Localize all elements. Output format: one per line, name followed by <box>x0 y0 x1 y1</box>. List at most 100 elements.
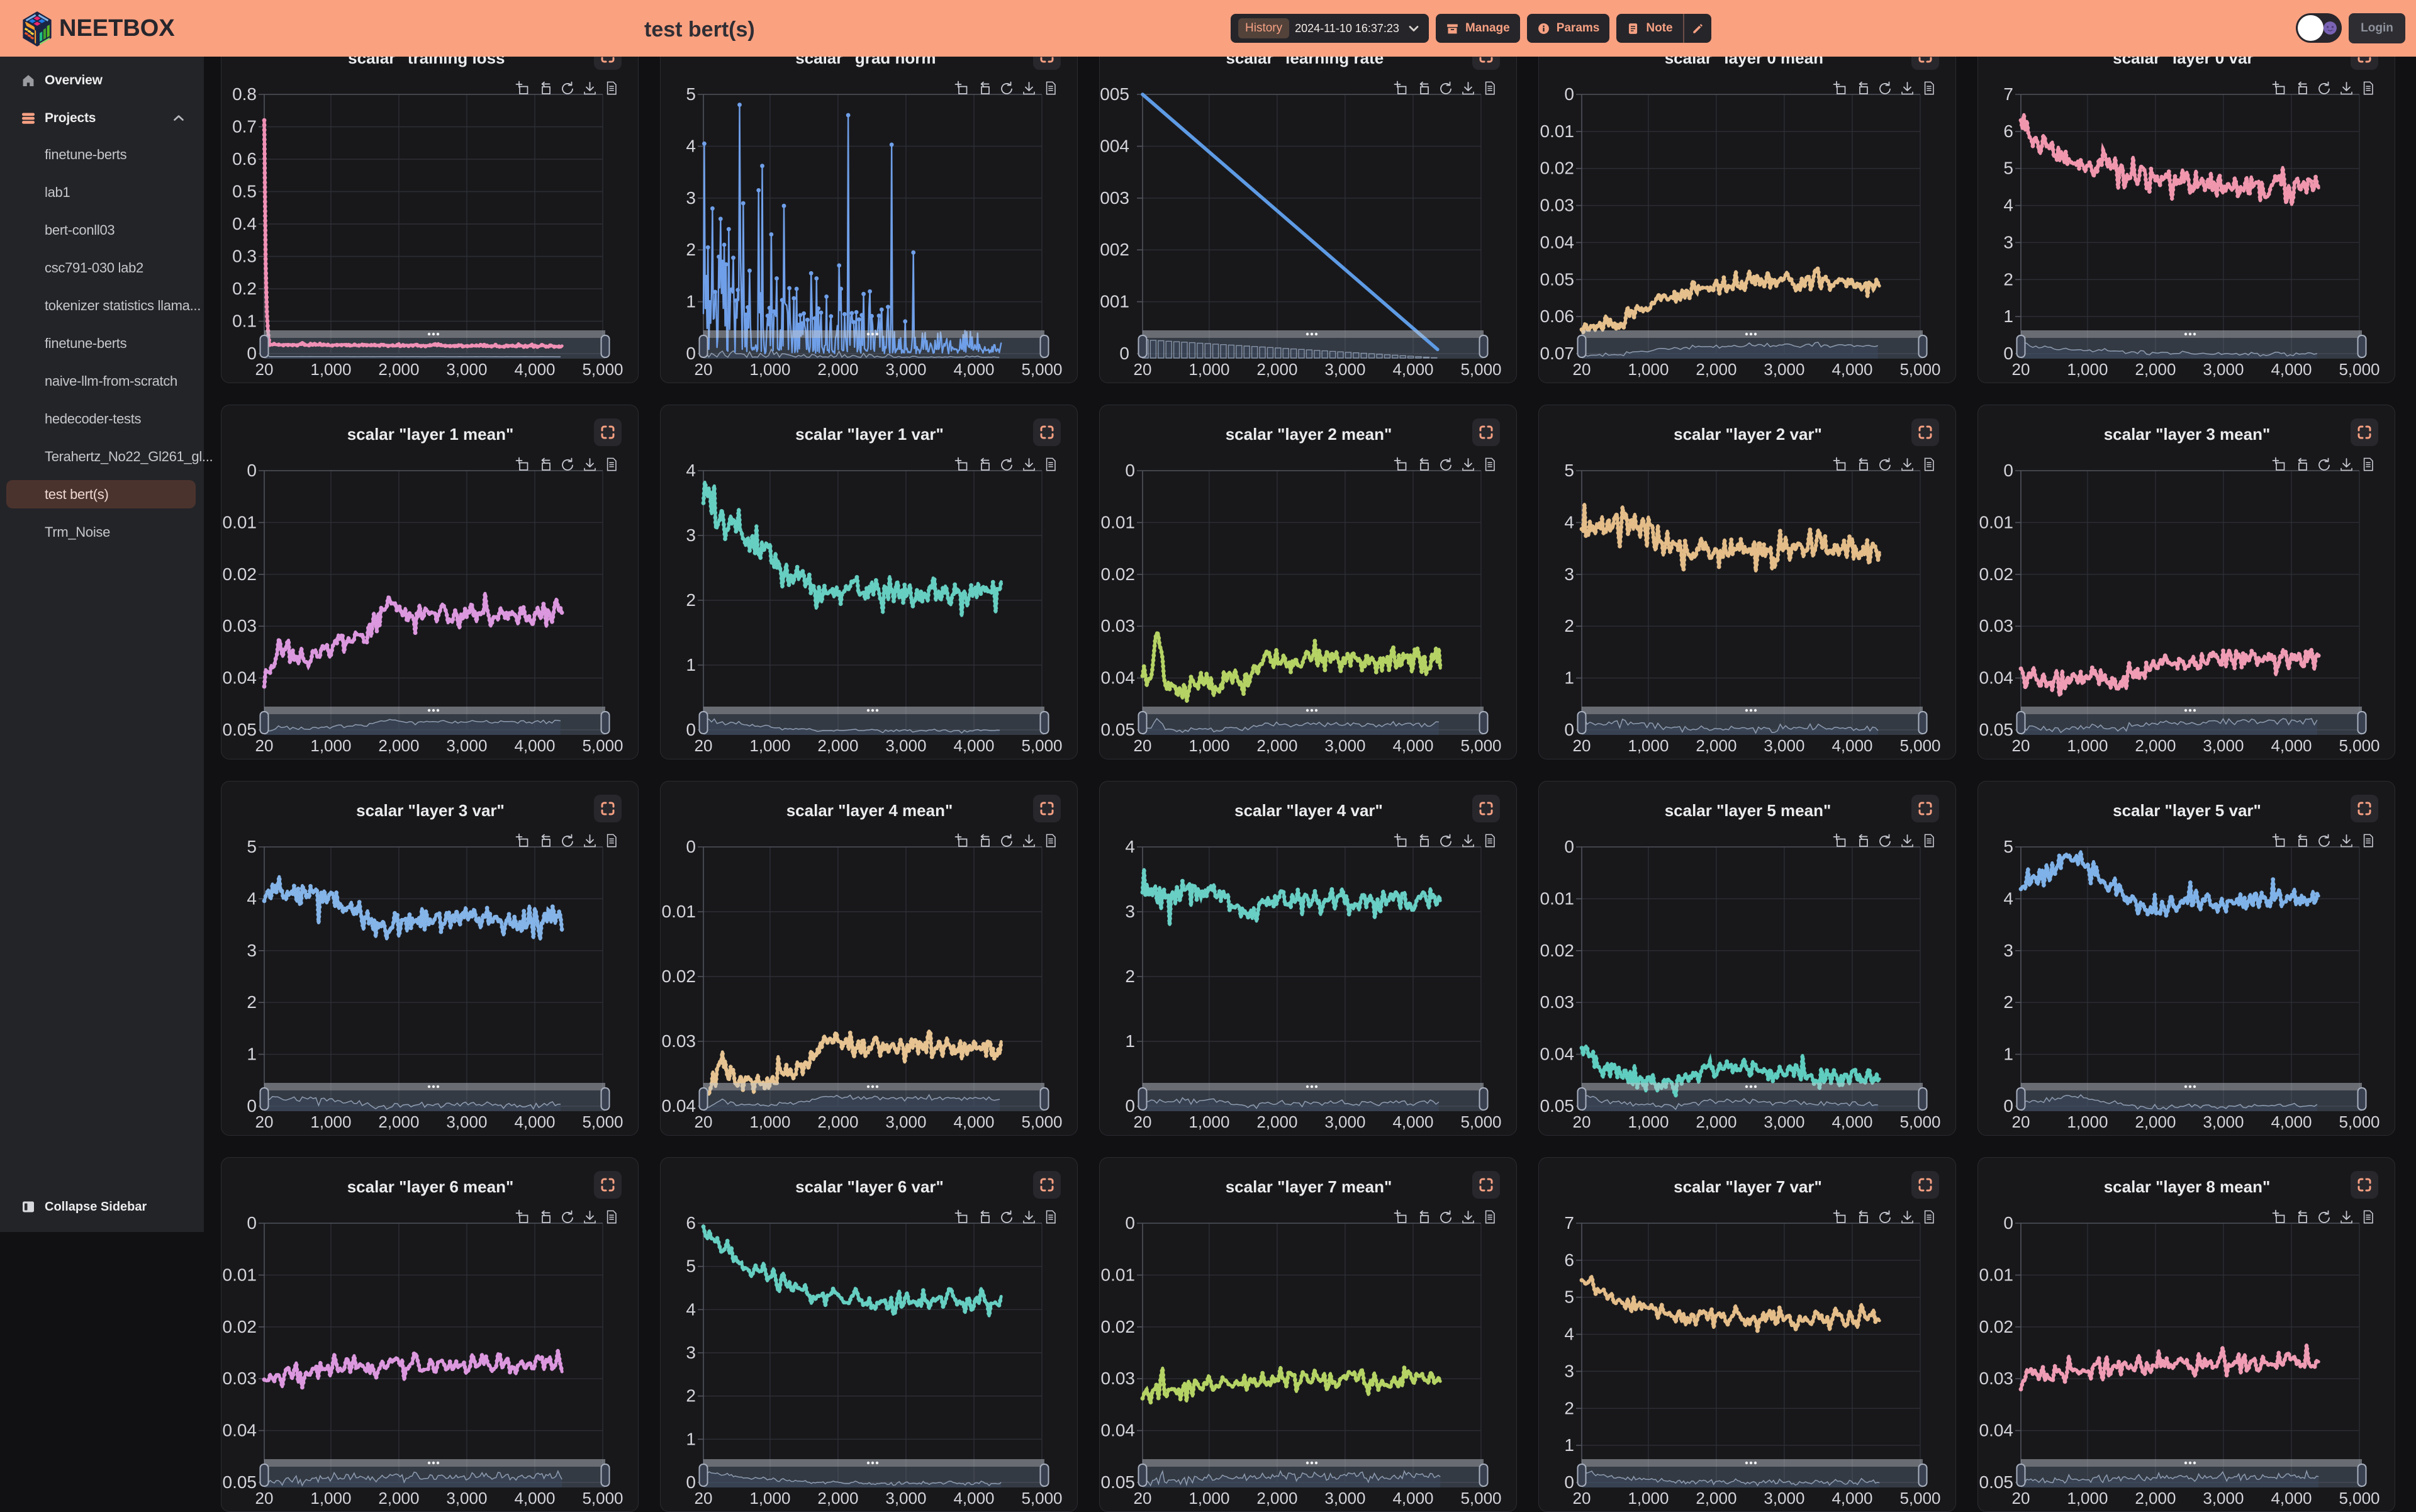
svg-text:0.06: 0.06 <box>1540 306 1575 326</box>
svg-text:2,000: 2,000 <box>378 1489 419 1508</box>
svg-text:2,000: 2,000 <box>817 1489 858 1508</box>
svg-text:1,000: 1,000 <box>2067 736 2108 755</box>
svg-text:20: 20 <box>1134 736 1152 755</box>
svg-text:0.02: 0.02 <box>223 564 257 584</box>
svg-text:5,000: 5,000 <box>1460 1489 1501 1508</box>
svg-text:0.04: 0.04 <box>662 1096 696 1116</box>
svg-text:0.04: 0.04 <box>1101 668 1136 688</box>
svg-text:0: 0 <box>686 344 696 363</box>
svg-text:5,000: 5,000 <box>1460 1112 1501 1131</box>
svg-text:1,000: 1,000 <box>310 1489 351 1508</box>
svg-text:0: 0 <box>247 461 257 480</box>
svg-text:1,000: 1,000 <box>749 736 790 755</box>
svg-text:0.01: 0.01 <box>223 512 257 532</box>
svg-text:0.7: 0.7 <box>232 117 257 137</box>
svg-text:0.01: 0.01 <box>1540 121 1575 141</box>
svg-text:20: 20 <box>695 1112 713 1131</box>
svg-text:0.07: 0.07 <box>1540 344 1575 363</box>
svg-text:1: 1 <box>2003 1044 2013 1064</box>
svg-text:3,000: 3,000 <box>885 360 926 379</box>
svg-text:4,000: 4,000 <box>1832 1489 1872 1508</box>
svg-text:0.02: 0.02 <box>1101 564 1136 584</box>
svg-text:4,000: 4,000 <box>953 1489 994 1508</box>
svg-text:4,000: 4,000 <box>953 736 994 755</box>
svg-text:0.03: 0.03 <box>1101 616 1136 636</box>
svg-text:0: 0 <box>1125 1096 1135 1116</box>
svg-text:0: 0 <box>1564 837 1574 856</box>
svg-text:4,000: 4,000 <box>1392 360 1433 379</box>
svg-text:0.05: 0.05 <box>223 720 257 739</box>
svg-text:2,000: 2,000 <box>378 736 419 755</box>
svg-text:6: 6 <box>1564 1250 1574 1270</box>
svg-text:scalar "layer 1 var": scalar "layer 1 var" <box>795 425 944 444</box>
svg-text:5,000: 5,000 <box>582 736 623 755</box>
svg-text:5,000: 5,000 <box>2339 1489 2380 1508</box>
svg-text:2,000: 2,000 <box>1696 360 1736 379</box>
svg-text:6: 6 <box>686 1213 696 1233</box>
svg-text:3: 3 <box>686 188 696 208</box>
svg-text:2,000: 2,000 <box>378 1112 419 1131</box>
svg-text:4,000: 4,000 <box>1392 736 1433 755</box>
svg-text:5: 5 <box>2003 159 2013 178</box>
svg-text:scalar "layer 7 var": scalar "layer 7 var" <box>1674 1177 1822 1196</box>
svg-text:20: 20 <box>1573 360 1591 379</box>
svg-text:2: 2 <box>2003 269 2013 289</box>
svg-text:scalar "layer 5 var": scalar "layer 5 var" <box>2113 801 2261 820</box>
svg-text:2: 2 <box>1564 616 1574 636</box>
svg-text:4,000: 4,000 <box>1392 1489 1433 1508</box>
svg-text:0: 0 <box>2003 461 2013 480</box>
svg-text:3,000: 3,000 <box>1324 736 1365 755</box>
svg-text:4: 4 <box>2003 888 2013 908</box>
svg-text:7: 7 <box>2003 84 2013 104</box>
svg-text:3,000: 3,000 <box>446 1112 487 1131</box>
svg-text:20: 20 <box>1573 1112 1591 1131</box>
svg-text:0.03: 0.03 <box>223 1369 257 1388</box>
svg-text:7: 7 <box>1564 1213 1574 1233</box>
svg-text:20: 20 <box>1573 1489 1591 1508</box>
svg-text:4,000: 4,000 <box>1832 1112 1872 1131</box>
svg-text:4,000: 4,000 <box>2271 360 2312 379</box>
svg-text:4,000: 4,000 <box>1392 1112 1433 1131</box>
svg-text:3,000: 3,000 <box>2203 360 2244 379</box>
svg-text:0: 0 <box>247 1096 257 1116</box>
svg-text:3: 3 <box>2003 941 2013 960</box>
svg-text:1,000: 1,000 <box>310 1112 351 1131</box>
svg-text:0.04: 0.04 <box>1101 1421 1136 1440</box>
svg-text:1: 1 <box>247 1044 257 1064</box>
svg-text:0.02: 0.02 <box>223 1317 257 1336</box>
svg-text:6: 6 <box>2003 121 2013 141</box>
svg-text:5,000: 5,000 <box>1021 1489 1062 1508</box>
svg-text:scalar "layer 6 var": scalar "layer 6 var" <box>795 1177 944 1196</box>
svg-text:3,000: 3,000 <box>2203 1112 2244 1131</box>
svg-text:1: 1 <box>1564 668 1574 688</box>
svg-text:5,000: 5,000 <box>1460 360 1501 379</box>
svg-text:scalar "layer 5 mean": scalar "layer 5 mean" <box>1665 801 1832 820</box>
svg-text:scalar "layer 8 mean": scalar "layer 8 mean" <box>2104 1177 2271 1196</box>
svg-text:0: 0 <box>686 720 696 739</box>
svg-text:3,000: 3,000 <box>885 736 926 755</box>
svg-text:0.005: 0.005 <box>1100 84 1129 104</box>
svg-text:1: 1 <box>1564 1435 1574 1455</box>
svg-text:1,000: 1,000 <box>1188 736 1229 755</box>
svg-text:1,000: 1,000 <box>310 736 351 755</box>
svg-text:1: 1 <box>686 1429 696 1448</box>
svg-text:1,000: 1,000 <box>310 360 351 379</box>
svg-text:1,000: 1,000 <box>749 360 790 379</box>
svg-text:1,000: 1,000 <box>1628 1112 1669 1131</box>
svg-text:4,000: 4,000 <box>953 1112 994 1131</box>
svg-text:20: 20 <box>1134 360 1152 379</box>
svg-text:0.04: 0.04 <box>1540 1044 1575 1064</box>
svg-text:5: 5 <box>1564 1287 1574 1307</box>
svg-text:0.05: 0.05 <box>1101 720 1136 739</box>
svg-text:scalar "layer 6 mean": scalar "layer 6 mean" <box>347 1177 514 1196</box>
svg-text:5,000: 5,000 <box>1021 1112 1062 1131</box>
svg-text:2: 2 <box>247 992 257 1012</box>
svg-text:scalar "layer 3 var": scalar "layer 3 var" <box>356 801 505 820</box>
svg-text:2: 2 <box>1125 966 1135 986</box>
svg-text:2,000: 2,000 <box>2135 1489 2176 1508</box>
svg-text:0.1: 0.1 <box>232 311 257 331</box>
svg-text:0.2: 0.2 <box>232 279 257 298</box>
svg-text:2,000: 2,000 <box>1696 1112 1736 1131</box>
svg-text:0.04: 0.04 <box>1979 668 2014 688</box>
svg-text:scalar "layer 2 var": scalar "layer 2 var" <box>1674 425 1822 444</box>
